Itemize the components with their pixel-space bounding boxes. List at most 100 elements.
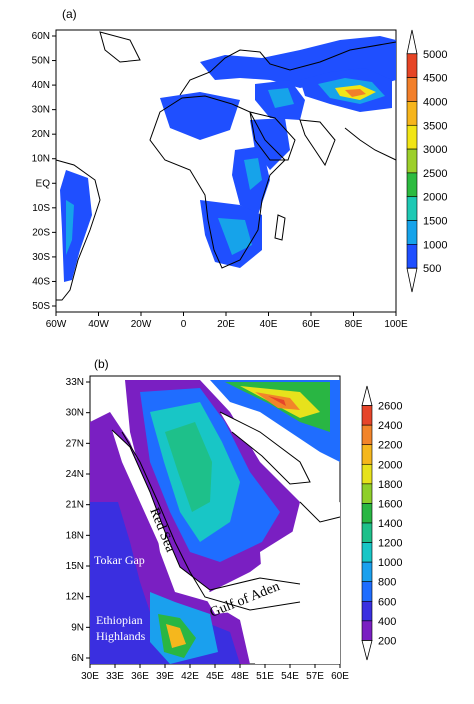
panel-b-label: (b) xyxy=(94,357,109,371)
panel-a-colorbar-label: 1500 xyxy=(423,216,447,228)
panel-a-lat-tick-label: 50S xyxy=(32,301,50,312)
panel-b-colorbar-segment xyxy=(361,600,373,622)
panel-a-lat-tick-label: 20N xyxy=(32,129,50,140)
panel-a-colorbar-segment xyxy=(406,172,418,198)
panel-b-lat-tick-label: 30N xyxy=(66,408,84,419)
panel-b-colorbar-label: 2000 xyxy=(378,459,402,471)
panel-a-lon-tick-label: 100E xyxy=(384,319,408,330)
panel-b-colorbar-label: 400 xyxy=(378,616,396,628)
panel-b-latitude-axis: 33N 30N 27N 24N 21N 18N 15N 12N 9N 6N xyxy=(66,377,90,664)
panel-b-lon-tick-label: 39E xyxy=(156,671,174,682)
panel-a-lon-tick-label: 40W xyxy=(88,319,109,330)
panel-a-colorbar-label: 2500 xyxy=(423,168,447,180)
panel-a-colorbar-top-arrow xyxy=(406,29,418,55)
panel-b-colorbar-segment xyxy=(361,503,373,524)
panel-a-elevation-map: 60W 40W 20W 0 20E 40E 60E 80E 100E 60N 50N 40N 30N 2… xyxy=(0,0,474,340)
panel-b-colorbar-segment xyxy=(361,463,373,485)
panel-b-colorbar-label: 1800 xyxy=(378,479,402,491)
panel-a-lon-tick-label: 60E xyxy=(302,319,320,330)
panel-b-lon-tick-label: 51E xyxy=(256,671,274,682)
panel-b-lat-tick-label: 12N xyxy=(66,592,84,603)
panel-b-lon-tick-label: 54E xyxy=(281,671,299,682)
panel-a-colorbar-label: 500 xyxy=(423,263,441,275)
panel-b-colorbar-segment xyxy=(361,581,373,602)
panel-b-lat-tick-label: 21N xyxy=(66,500,84,511)
panel-a-lon-tick-label: 40E xyxy=(260,319,278,330)
panel-b-colorbar-label: 1400 xyxy=(378,518,402,530)
panel-a-lon-tick-label: 60W xyxy=(46,319,67,330)
panel-b-colorbar-label: 800 xyxy=(378,577,396,589)
panel-b-lat-tick-label: 6N xyxy=(71,653,84,664)
panel-a-colorbar-label: 2000 xyxy=(423,192,447,204)
panel-a-lat-tick-label: 50N xyxy=(32,56,50,67)
panel-b-colorbar-segment xyxy=(361,424,373,446)
panel-a-lon-tick-label: 0 xyxy=(181,319,187,330)
panel-a-lat-tick-label: 10N xyxy=(32,154,50,165)
panel-a-latitude-axis: 60N 50N 40N 30N 20N 10N EQ 10S 20S 30S 40S 50S xyxy=(32,31,56,312)
panel-a-elevation-fields xyxy=(60,36,396,282)
panel-a-label: (a) xyxy=(62,7,77,21)
panel-a-colorbar-label: 3500 xyxy=(423,120,447,132)
panel-b-svg: 30E 33E 36E 39E 42E 45E 48E 51E 54E 57E 60E 33N 30N… xyxy=(66,357,403,682)
panel-b-colorbar-segment xyxy=(361,561,373,583)
panel-b-colorbar-segment xyxy=(361,620,373,641)
panel-a-lat-tick-label: 30S xyxy=(32,252,50,263)
panel-b-lat-tick-label: 33N xyxy=(66,377,84,388)
panel-b-lat-tick-label: 15N xyxy=(66,561,84,572)
panel-b-colorbar-top-arrow xyxy=(361,385,373,406)
panel-b-colorbar-segment xyxy=(361,522,373,543)
panel-b-colorbar-label: 1200 xyxy=(378,538,402,550)
annotation-ethiopian: Ethiopian xyxy=(96,613,143,627)
panel-a-colorbar-label: 4500 xyxy=(423,73,447,85)
panel-b-colorbar-label: 2200 xyxy=(378,440,402,452)
panel-b-lon-tick-label: 45E xyxy=(206,671,224,682)
panel-a-lat-tick-label: EQ xyxy=(36,178,51,189)
panel-b-colorbar-segment xyxy=(361,405,373,426)
panel-a-lon-tick-label: 20W xyxy=(131,319,152,330)
panel-b-colorbar-label: 1000 xyxy=(378,557,402,569)
panel-a-lat-tick-label: 40N xyxy=(32,80,50,91)
panel-a-svg: 60W 40W 20W 0 20E 40E 60E 80E 100E 60N 50N 40N 30N 2… xyxy=(32,7,448,330)
panel-b-colorbar-label: 200 xyxy=(378,635,396,647)
annotation-tokar-gap: Tokar Gap xyxy=(94,553,145,567)
panel-a-lat-tick-label: 40S xyxy=(32,276,50,287)
panel-b-lon-tick-label: 42E xyxy=(181,671,199,682)
panel-b-longitude-axis: 30E 33E 36E 39E 42E 45E 48E 51E 54E 57E 60E xyxy=(81,664,349,682)
panel-a-colorbar-label: 5000 xyxy=(423,49,447,61)
panel-a-colorbar-bottom-arrow xyxy=(406,267,418,293)
panel-b-colorbar-label: 600 xyxy=(378,596,396,608)
panel-a-colorbar-label: 4000 xyxy=(423,96,447,108)
panel-b-lon-tick-label: 57E xyxy=(306,671,324,682)
panel-a-coastlines xyxy=(55,31,397,301)
panel-b-colorbar-label: 1600 xyxy=(378,498,402,510)
panel-b-lat-tick-label: 24N xyxy=(66,469,84,480)
panel-a-colorbar-label: 1000 xyxy=(423,239,447,251)
panel-a-colorbar-label: 3000 xyxy=(423,144,447,156)
panel-b-lat-tick-label: 27N xyxy=(66,438,84,449)
panel-a-lon-tick-label: 20E xyxy=(217,319,235,330)
panel-b-lon-tick-label: 30E xyxy=(81,671,99,682)
panel-a-colorbar-segment xyxy=(406,220,418,245)
panel-a-colorbar-segment xyxy=(406,148,418,174)
panel-b-lon-tick-label: 48E xyxy=(231,671,249,682)
panel-a-colorbar-segment xyxy=(406,77,418,102)
panel-b-colorbar: 200 400 600 800 1000 1200 1400 1600 1800 2000 2200… xyxy=(361,385,402,661)
panel-b-elevation-fields xyxy=(90,380,340,664)
panel-a-lat-tick-label: 20S xyxy=(32,227,50,238)
panel-b-colorbar-segment xyxy=(361,483,373,504)
panel-a-lat-tick-label: 10S xyxy=(32,203,50,214)
panel-a-colorbar-segment xyxy=(406,124,418,150)
panel-b-elevation-map: 30E 33E 36E 39E 42E 45E 48E 51E 54E 57E 60E 33N 30N… xyxy=(0,352,474,704)
panel-a-colorbar: 500 1000 1500 2000 2500 3000 3500 4000 4500 5000 xyxy=(406,29,447,293)
panel-a-lon-tick-label: 80E xyxy=(345,319,363,330)
panel-b-colorbar-label: 2400 xyxy=(378,420,402,432)
panel-a-colorbar-segment xyxy=(406,101,418,126)
panel-b-coastlines xyxy=(111,411,341,611)
panel-a-lat-tick-label: 60N xyxy=(32,31,50,42)
panel-b-lat-tick-label: 18N xyxy=(66,530,84,541)
panel-b-lon-tick-label: 33E xyxy=(106,671,124,682)
panel-a-colorbar-segment xyxy=(406,53,418,78)
panel-b-colorbar-segment xyxy=(361,444,373,465)
annotation-highlands: Highlands xyxy=(96,629,146,643)
panel-a-lat-tick-label: 30N xyxy=(32,105,50,116)
